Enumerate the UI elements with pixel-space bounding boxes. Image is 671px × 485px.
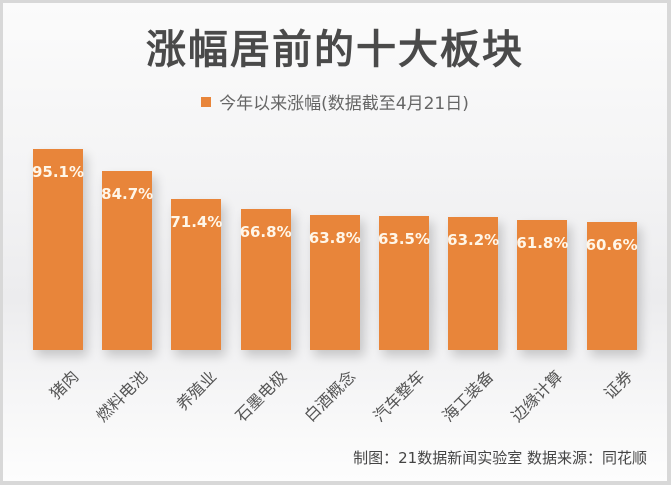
category-label: 燃料电池 [92,366,152,426]
bar [517,219,568,350]
bar-value-label: 61.8% [516,233,569,252]
bar [102,171,153,350]
bar-value-label: 66.8% [239,223,292,242]
bar [33,149,83,350]
bar [240,209,291,350]
bar-value-label: 63.2% [447,230,500,249]
bar-value-label: 84.7% [101,185,154,204]
legend-swatch [201,97,212,107]
bar [448,216,499,350]
category-label: 养殖业 [173,366,221,415]
category-label: 白酒概念 [300,366,360,426]
bar-value-label: 95.1% [31,163,85,182]
category-label: 海工装备 [438,366,498,426]
category-label: 猪肉 [46,366,83,403]
bar-value-label: 71.4% [170,213,223,232]
category-label: 汽车整车 [369,366,429,426]
legend-label: 今年以来涨幅(数据截至4月21日) [219,94,469,114]
chart-title: 涨幅居前的十大板块 [146,27,524,73]
bar [586,222,637,350]
bar-value-label: 63.5% [377,230,431,248]
bar-value-label: 60.6% [585,236,638,255]
category-label: 证券 [599,366,636,403]
bar [309,215,360,350]
bar-value-label: 63.8% [308,229,361,248]
chart-footer: 制图：21数据新闻实验室 数据来源：同花顺 [353,449,647,467]
bar [171,199,222,350]
chart-legend: 今年以来涨幅(数据截至4月21日) [3,89,667,114]
bar [379,216,429,350]
category-label: 石墨电极 [231,366,290,426]
category-label: 边缘计算 [507,366,567,426]
